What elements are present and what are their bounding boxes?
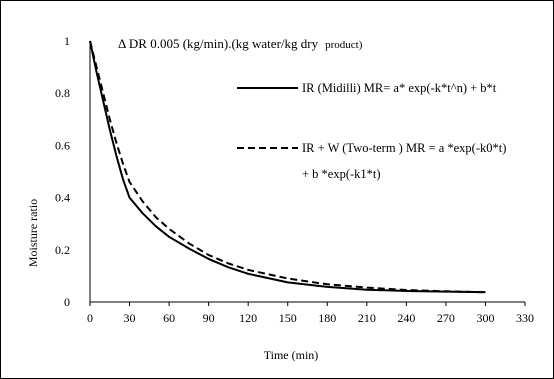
x-tick-label: 240 [397, 311, 415, 325]
series-line-midilli [89, 40, 486, 294]
legend: IR (Midilli) MR= a* exp(-k*t^n) + b*t IR… [237, 81, 506, 181]
x-axis-label: Time (min) [264, 348, 319, 362]
y-tick-label: 0.4 [55, 191, 70, 205]
x-tick-label: 180 [318, 311, 336, 325]
y-axis-label: Moisture ratio [26, 199, 40, 267]
y-tick-label: 0.6 [55, 138, 70, 152]
x-tick-label: 300 [476, 311, 494, 325]
series-line-two-term [89, 40, 486, 294]
x-tick-label: 210 [358, 311, 376, 325]
x-tick-label: 90 [203, 311, 215, 325]
x-tick-label: 60 [163, 311, 175, 325]
plot-area: 0 30 60 90 120 150 180 210 240 270 300 330 0 0.2 0.4 0.… [55, 34, 534, 325]
legend-label-two-term-line2: + b *exp(-k1*t) [302, 167, 381, 181]
x-tick-label: 270 [437, 311, 455, 325]
x-tick-label: 30 [124, 311, 136, 325]
x-tick-label: 120 [239, 311, 257, 325]
y-tick-label: 0.2 [55, 243, 70, 257]
legend-label-two-term: IR + W (Two-term ) MR = a *exp(-k0*t) [302, 141, 506, 155]
y-tick-label: 1 [64, 34, 70, 48]
chart-annotation-tail: product) [325, 39, 363, 51]
x-tick-label: 0 [87, 311, 93, 325]
y-tick-label: 0.8 [55, 86, 70, 100]
x-tick-label: 150 [279, 311, 297, 325]
y-tick-label: 0 [64, 295, 70, 309]
chart-annotation: Δ DR 0.005 (kg/min).(kg water/kg dry pro… [118, 35, 363, 52]
chart-annotation-main: Δ DR 0.005 (kg/min).(kg water/kg dry [118, 36, 319, 51]
x-tick-label: 330 [516, 311, 534, 325]
legend-label-midilli: IR (Midilli) MR= a* exp(-k*t^n) + b*t [302, 81, 497, 95]
